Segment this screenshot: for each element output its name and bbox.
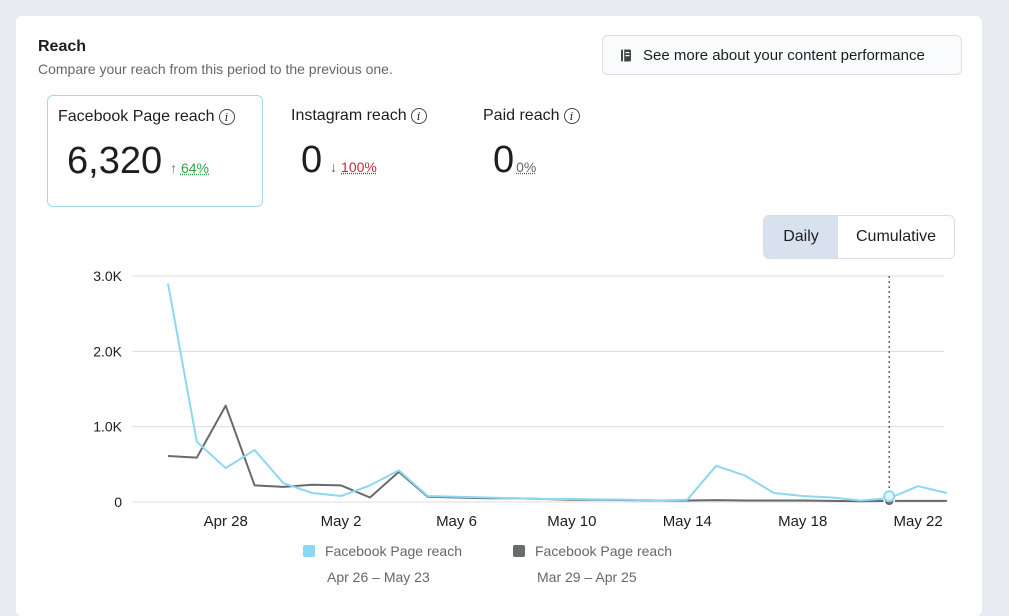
hover-point xyxy=(883,490,896,503)
metric-label: Paid reach xyxy=(483,107,560,124)
info-icon[interactable]: i xyxy=(218,109,235,125)
metric-delta: 0% xyxy=(516,159,536,175)
metric-label: Facebook Page reach xyxy=(58,108,215,125)
metric-value: 6,320 xyxy=(67,140,163,182)
metric-facebook-page-reach[interactable]: Facebook Page reach i 6,320 ↑ 64% xyxy=(47,95,263,207)
legend-item[interactable]: Facebook Page reach Mar 29 – Apr 25 xyxy=(513,543,672,585)
card-subtitle: Compare your reach from this period to t… xyxy=(38,61,393,77)
card-title: Reach xyxy=(38,38,87,55)
x-tick-label: May 18 xyxy=(778,513,827,530)
metric-label: Instagram reach xyxy=(291,107,407,124)
arrow-up-icon: ↑ xyxy=(170,160,178,176)
reach-line-chart: 0 1.0K 2.0K 3.0K Apr 28 May 2 May 6 May 10 May 1… xyxy=(93,268,948,530)
reach-card: Reach Compare your reach from this perio… xyxy=(16,16,982,616)
legend-swatch xyxy=(513,545,525,557)
cumulative-toggle[interactable]: Cumulative xyxy=(838,216,954,258)
info-icon[interactable]: i xyxy=(410,108,427,124)
delta-percent[interactable]: 100% xyxy=(341,159,377,175)
x-tick-label: May 22 xyxy=(893,513,942,530)
y-tick-label: 2.0K xyxy=(93,343,122,359)
legend-label: Facebook Page reach xyxy=(535,543,672,559)
view-toggle: Daily Cumulative xyxy=(763,215,955,259)
legend-swatch xyxy=(303,545,315,557)
daily-toggle[interactable]: Daily xyxy=(764,216,838,258)
metric-value: 0 xyxy=(301,139,323,181)
delta-percent[interactable]: 64% xyxy=(180,160,210,176)
x-tick-label: Apr 28 xyxy=(204,513,248,530)
metric-delta: ↓ 100% xyxy=(330,159,377,175)
notebook-icon xyxy=(619,48,633,62)
y-tick-label: 3.0K xyxy=(93,268,122,284)
x-tick-label: May 6 xyxy=(436,513,477,530)
legend-range: Apr 26 – May 23 xyxy=(327,569,430,585)
delta-percent[interactable]: 0% xyxy=(516,159,537,175)
x-tick-label: May 14 xyxy=(663,513,712,530)
series-line xyxy=(167,283,948,502)
legend-range: Mar 29 – Apr 25 xyxy=(537,569,637,585)
x-tick-label: May 10 xyxy=(547,513,596,530)
y-tick-label: 0 xyxy=(114,494,122,510)
content-performance-button[interactable]: See more about your content performance xyxy=(602,35,962,75)
legend-label: Facebook Page reach xyxy=(325,543,462,559)
x-tick-label: May 2 xyxy=(321,513,362,530)
info-icon[interactable]: i xyxy=(563,108,580,124)
metric-value: 0 xyxy=(493,139,515,181)
metric-delta: ↑ 64% xyxy=(170,160,209,176)
metric-paid-reach[interactable]: Paid reach i 0 0% xyxy=(483,95,623,207)
metric-instagram-reach[interactable]: Instagram reach i 0 ↓ 100% xyxy=(291,95,461,207)
content-performance-label: See more about your content performance xyxy=(643,46,925,64)
y-tick-label: 1.0K xyxy=(93,419,122,435)
series-line xyxy=(167,404,947,503)
arrow-down-icon: ↓ xyxy=(330,159,338,175)
legend-item[interactable]: Facebook Page reach Apr 26 – May 23 xyxy=(303,543,462,585)
